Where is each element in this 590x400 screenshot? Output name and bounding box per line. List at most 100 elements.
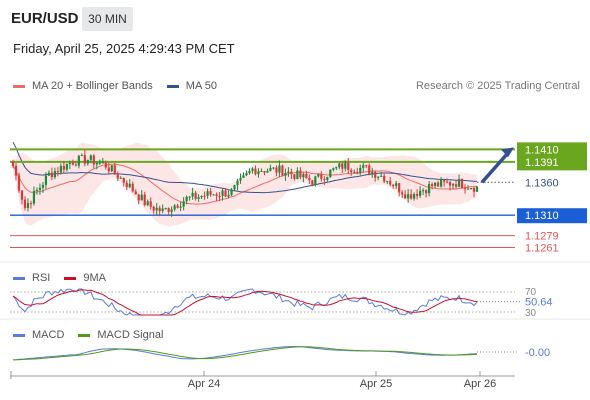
candle-body <box>50 172 54 178</box>
candle-body <box>326 177 329 180</box>
candle-body <box>413 194 416 199</box>
rsi-ma-line <box>12 289 478 316</box>
candle-body <box>146 201 149 205</box>
candle-body <box>401 192 404 195</box>
candle-body <box>74 164 77 166</box>
candle-body <box>134 191 137 195</box>
candle-body <box>68 163 71 165</box>
candle-body <box>472 188 476 192</box>
x-tick-label: Apr 25 <box>360 378 392 390</box>
timeframe-button[interactable]: 30 MIN <box>82 7 133 31</box>
candle-body <box>353 171 356 173</box>
candle-body <box>263 171 266 173</box>
candle-body <box>454 184 458 187</box>
candle-body <box>176 205 179 208</box>
pair-title: EUR/USD <box>11 10 79 27</box>
candle-body <box>191 192 194 197</box>
support-label-box <box>517 208 587 224</box>
legend-swatch-ma50 <box>166 84 179 88</box>
legend-ma20-bollinger: MA 20 + Bollinger Bands <box>13 80 153 92</box>
candle-body <box>188 196 191 198</box>
candle-body <box>457 179 461 187</box>
candle-body <box>47 172 51 176</box>
candle-body <box>290 171 293 175</box>
candle-body <box>281 165 284 176</box>
candle-body <box>56 171 60 173</box>
candle-body <box>116 173 119 179</box>
rsi-label-70: 70 <box>525 287 537 298</box>
candle-body <box>197 197 200 199</box>
candle-body <box>448 182 452 186</box>
candle-body <box>314 176 317 185</box>
candle-body <box>215 194 218 197</box>
candle-body <box>398 183 401 193</box>
candle-body <box>29 203 33 205</box>
candle-body <box>26 203 30 208</box>
legend-rsi-ma: 9MA <box>64 272 106 284</box>
rsi-value-label: 50.64 <box>525 297 553 309</box>
candle-body <box>77 155 80 166</box>
candle-body <box>425 190 428 194</box>
candle-body <box>287 171 290 173</box>
candle-body <box>122 177 125 183</box>
candle-body <box>143 194 146 205</box>
candle-body <box>389 180 392 185</box>
macd-value-label: -0.00 <box>525 347 550 359</box>
candle-body <box>14 165 18 176</box>
candle-body <box>460 179 464 189</box>
candle-body <box>395 183 398 187</box>
candle-body <box>137 194 140 201</box>
candle-body <box>469 188 473 190</box>
macd-line <box>12 346 478 361</box>
level-label-1.1310: 1.1310 <box>525 210 559 222</box>
candle-body <box>386 180 389 182</box>
candle-body <box>35 189 39 191</box>
candle-body <box>17 175 21 191</box>
candle-body <box>245 173 248 176</box>
candle-body <box>71 163 74 165</box>
level-label-1.1391: 1.1391 <box>525 157 559 169</box>
candle-body <box>164 208 167 210</box>
candle-body <box>439 179 443 187</box>
candle-body <box>428 184 431 194</box>
candle-body <box>296 170 299 179</box>
candle-body <box>44 175 48 185</box>
candle-body <box>158 207 161 212</box>
candle-body <box>329 169 332 178</box>
candle-body <box>83 155 86 164</box>
candle-body <box>275 167 278 173</box>
legend-swatch-rsi-ma <box>64 276 77 280</box>
candle-body <box>430 184 434 187</box>
legend-rsi: RSI <box>13 272 50 284</box>
candle-body <box>257 171 260 175</box>
candle-body <box>374 171 377 178</box>
candle-body <box>445 181 449 183</box>
candle-body <box>194 192 197 199</box>
legend-ma20-label: MA 20 + Bollinger Bands <box>32 80 153 92</box>
legend-macd-signal: MACD Signal <box>78 329 163 341</box>
level-label-1.1261: 1.1261 <box>525 242 559 254</box>
candle-body <box>236 180 239 186</box>
candle-body <box>41 184 45 188</box>
current-price-label: 1.1360 <box>525 177 559 189</box>
macd-signal-line <box>12 346 478 361</box>
candle-body <box>11 161 15 166</box>
legend-ma50-label: MA 50 <box>185 80 217 92</box>
candle-body <box>433 182 437 187</box>
x-tick-label: Apr 26 <box>464 378 496 390</box>
candle-body <box>284 172 287 176</box>
price-legend: MA 20 + Bollinger Bands MA 50 <box>13 80 231 92</box>
candle-body <box>359 167 362 173</box>
legend-macd-label: MACD <box>32 329 65 341</box>
candle-body <box>212 194 215 196</box>
candle-body <box>239 177 242 181</box>
candle-body <box>221 190 224 197</box>
candle-body <box>266 170 269 173</box>
candle-body <box>200 195 203 198</box>
candle-body <box>344 162 347 169</box>
legend-swatch-rsi <box>13 276 25 280</box>
candle-body <box>224 190 227 197</box>
legend-swatch-macd <box>13 333 25 337</box>
legend-swatch-ma20 <box>13 84 25 88</box>
